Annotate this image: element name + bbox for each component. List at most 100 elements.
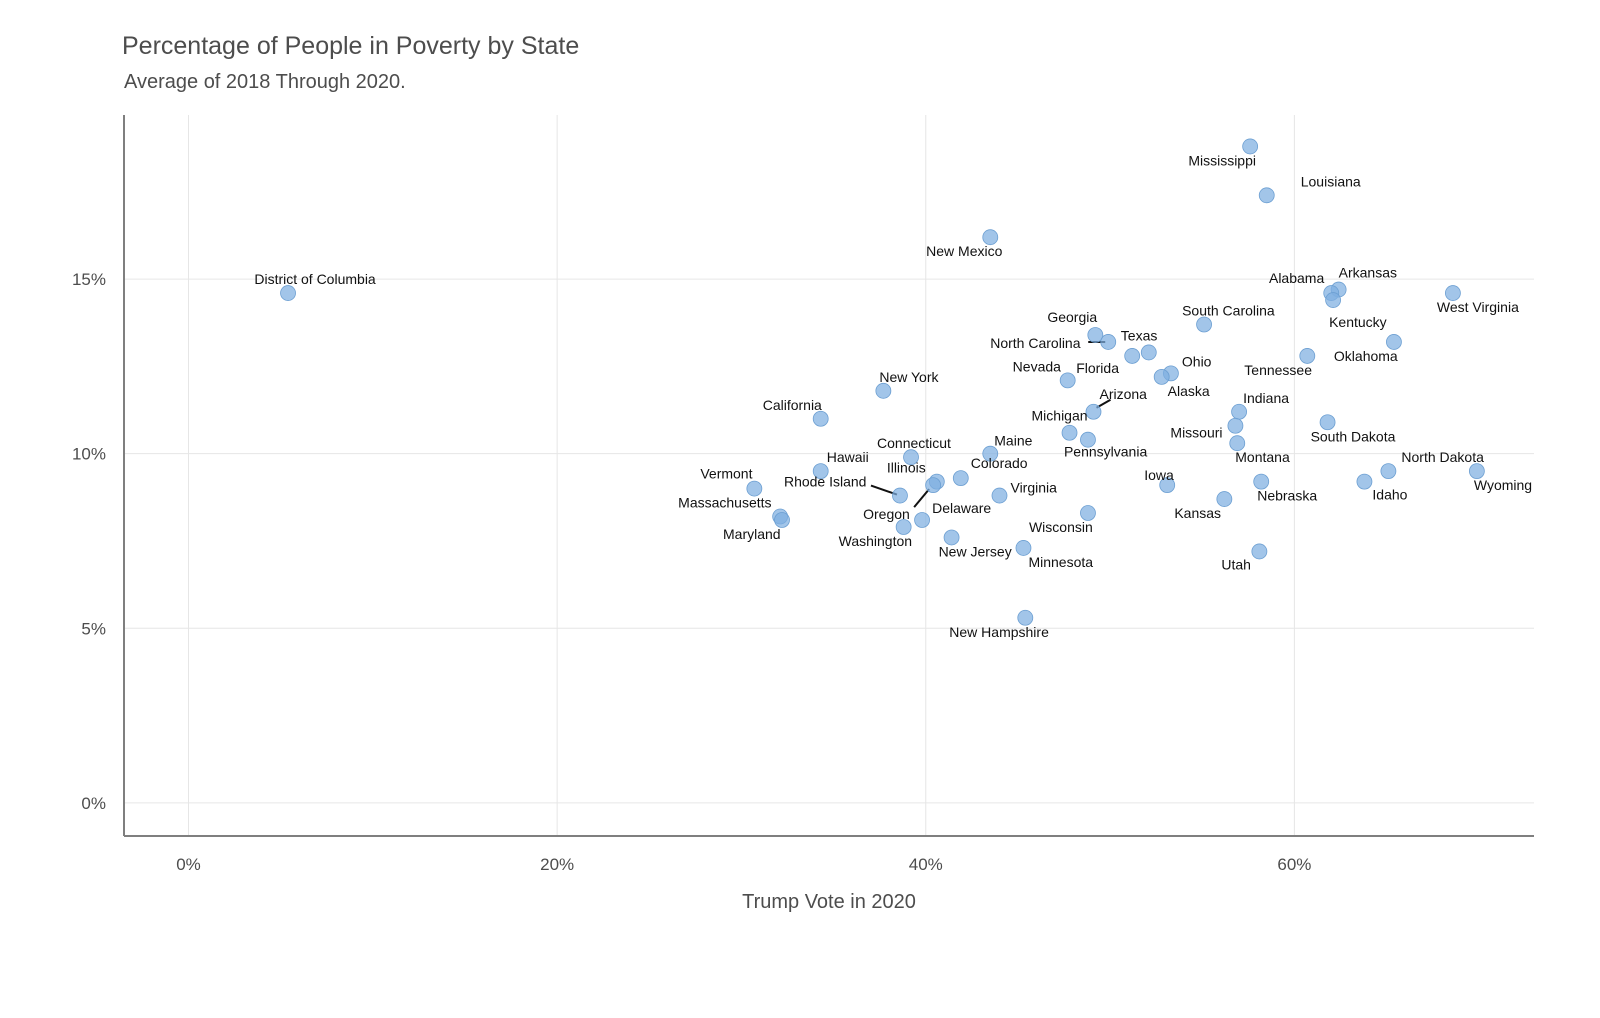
point-missouri <box>1227 417 1244 434</box>
point-colorado <box>952 470 969 487</box>
gridlines <box>124 115 1534 836</box>
point-west-virginia <box>1445 285 1461 301</box>
x-axis-title: Trump Vote in 2020 <box>742 891 916 913</box>
point-wyoming <box>1468 463 1485 480</box>
point-vermont <box>746 480 763 497</box>
data-points <box>280 138 1485 626</box>
point-iowa <box>1159 477 1176 494</box>
label-mississippi: Mississippi <box>1188 152 1256 168</box>
label-illinois: Illinois <box>887 460 926 476</box>
axes <box>123 115 1534 837</box>
label-montana: Montana <box>1235 449 1290 465</box>
label-arizona: Arizona <box>1099 386 1147 402</box>
label-alabama: Alabama <box>1269 270 1324 286</box>
label-hawaii: Hawaii <box>827 449 869 465</box>
label-iowa: Iowa <box>1144 467 1174 483</box>
point-louisiana <box>1258 187 1275 204</box>
point-kentucky <box>1325 292 1341 308</box>
leader-line-oregon <box>913 488 930 508</box>
point-wisconsin <box>1080 505 1096 521</box>
label-minnesota: Minnesota <box>1028 554 1093 570</box>
label-new-hampshire: New Hampshire <box>949 624 1049 640</box>
y-tick-label: 10% <box>72 445 106 464</box>
y-tick-label: 15% <box>72 270 106 289</box>
point-north-carolina <box>1100 334 1117 350</box>
label-colorado: Colorado <box>971 455 1028 471</box>
label-leader-lines <box>870 340 1111 508</box>
label-nevada: Nevada <box>1013 358 1061 374</box>
point-maine <box>982 445 999 462</box>
point-pennsylvania <box>1080 431 1096 448</box>
label-vermont: Vermont <box>700 466 752 482</box>
point-virginia <box>991 487 1008 504</box>
label-new-jersey: New Jersey <box>939 543 1012 559</box>
label-pennsylvania: Pennsylvania <box>1064 444 1147 460</box>
x-tick-label: 40% <box>909 855 943 874</box>
label-missouri: Missouri <box>1170 425 1222 441</box>
label-arkansas: Arkansas <box>1339 265 1397 281</box>
point-district-of-columbia <box>280 285 296 301</box>
label-wisconsin: Wisconsin <box>1029 519 1093 535</box>
point-maryland <box>774 512 790 528</box>
point-arizona <box>1085 403 1102 420</box>
label-west-virginia: West Virginia <box>1437 299 1519 315</box>
y-tick-label: 0% <box>81 794 106 813</box>
label-idaho: Idaho <box>1372 487 1407 503</box>
label-wyoming: Wyoming <box>1474 477 1532 493</box>
label-north-dakota: North Dakota <box>1401 449 1484 465</box>
label-indiana: Indiana <box>1243 390 1289 406</box>
label-maryland: Maryland <box>723 526 781 542</box>
point-oklahoma <box>1386 334 1402 350</box>
label-south-dakota: South Dakota <box>1311 428 1396 444</box>
x-tick-label: 20% <box>540 855 574 874</box>
point-alaska <box>1153 368 1170 385</box>
point-nebraska <box>1253 473 1270 490</box>
x-tick-label: 60% <box>1277 855 1311 874</box>
label-utah: Utah <box>1221 556 1251 572</box>
label-south-carolina: South Carolina <box>1182 302 1275 318</box>
point-nevada <box>1059 372 1076 389</box>
point-indiana <box>1231 403 1247 420</box>
point-georgia <box>1087 327 1104 343</box>
point-texas <box>1140 344 1157 361</box>
label-rhode-island: Rhode Island <box>784 474 867 490</box>
label-washington: Washington <box>839 533 912 549</box>
label-kansas: Kansas <box>1174 505 1221 521</box>
point-south-dakota <box>1319 414 1336 431</box>
y-tick-label: 5% <box>81 619 106 638</box>
point-florida <box>1124 348 1141 364</box>
point-connecticut <box>903 449 919 466</box>
label-kentucky: Kentucky <box>1329 314 1387 330</box>
point-michigan <box>1061 424 1078 441</box>
point-south-carolina <box>1196 316 1212 333</box>
label-tennessee: Tennessee <box>1244 362 1312 378</box>
label-florida: Florida <box>1076 360 1119 376</box>
label-delaware: Delaware <box>932 500 991 516</box>
point-idaho <box>1356 473 1373 490</box>
label-ohio: Ohio <box>1182 353 1212 369</box>
label-georgia: Georgia <box>1047 309 1097 325</box>
label-maine: Maine <box>994 433 1032 449</box>
label-district-of-columbia: District of Columbia <box>254 271 376 287</box>
label-louisiana: Louisiana <box>1301 173 1361 189</box>
point-mississippi <box>1242 138 1259 155</box>
point-washington <box>895 519 912 535</box>
label-michigan: Michigan <box>1032 408 1088 424</box>
label-california: California <box>763 397 822 413</box>
label-virginia: Virginia <box>1010 480 1057 496</box>
label-oregon: Oregon <box>863 506 910 522</box>
label-north-carolina: North Carolina <box>990 335 1080 351</box>
point-montana <box>1229 435 1246 452</box>
point-delaware <box>914 512 930 528</box>
label-oklahoma: Oklahoma <box>1334 348 1398 364</box>
label-texas: Texas <box>1121 327 1158 343</box>
label-alaska: Alaska <box>1168 383 1210 399</box>
label-nebraska: Nebraska <box>1257 488 1317 504</box>
label-connecticut: Connecticut <box>877 435 951 451</box>
point-hawaii <box>812 463 829 480</box>
point-kansas <box>1216 491 1233 507</box>
chart-subtitle: Average of 2018 Through 2020. <box>124 71 406 93</box>
point-new-york <box>875 382 892 399</box>
x-tick-label: 0% <box>176 855 201 874</box>
